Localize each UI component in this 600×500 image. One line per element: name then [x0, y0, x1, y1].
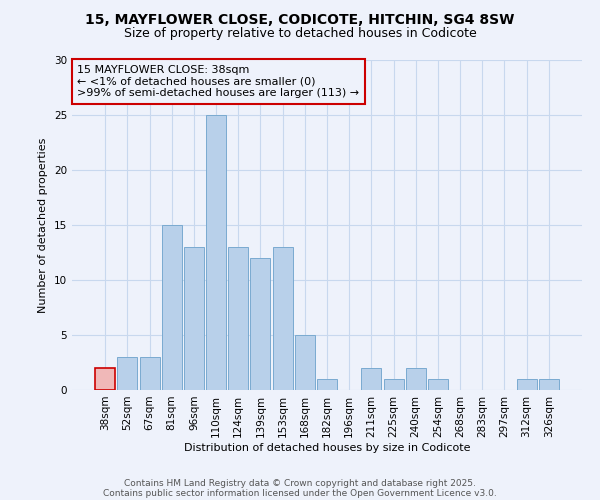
Bar	[272, 247, 293, 390]
Text: Size of property relative to detached houses in Codicote: Size of property relative to detached ho…	[124, 28, 476, 40]
Text: Contains public sector information licensed under the Open Government Licence v3: Contains public sector information licen…	[103, 488, 497, 498]
Bar	[361, 368, 382, 390]
Bar	[295, 335, 315, 390]
Text: 15 MAYFLOWER CLOSE: 38sqm
← <1% of detached houses are smaller (0)
>99% of semi-: 15 MAYFLOWER CLOSE: 38sqm ← <1% of detac…	[77, 65, 359, 98]
Bar	[317, 379, 337, 390]
Bar	[184, 247, 204, 390]
Bar	[250, 258, 271, 390]
Bar	[206, 115, 226, 390]
Bar	[162, 225, 182, 390]
X-axis label: Distribution of detached houses by size in Codicote: Distribution of detached houses by size …	[184, 442, 470, 452]
Text: 15, MAYFLOWER CLOSE, CODICOTE, HITCHIN, SG4 8SW: 15, MAYFLOWER CLOSE, CODICOTE, HITCHIN, …	[85, 12, 515, 26]
Bar	[406, 368, 426, 390]
Bar	[517, 379, 536, 390]
Y-axis label: Number of detached properties: Number of detached properties	[38, 138, 49, 312]
Text: Contains HM Land Registry data © Crown copyright and database right 2025.: Contains HM Land Registry data © Crown c…	[124, 478, 476, 488]
Bar	[140, 357, 160, 390]
Bar	[428, 379, 448, 390]
Bar	[383, 379, 404, 390]
Bar	[95, 368, 115, 390]
Bar	[118, 357, 137, 390]
Bar	[228, 247, 248, 390]
Bar	[539, 379, 559, 390]
